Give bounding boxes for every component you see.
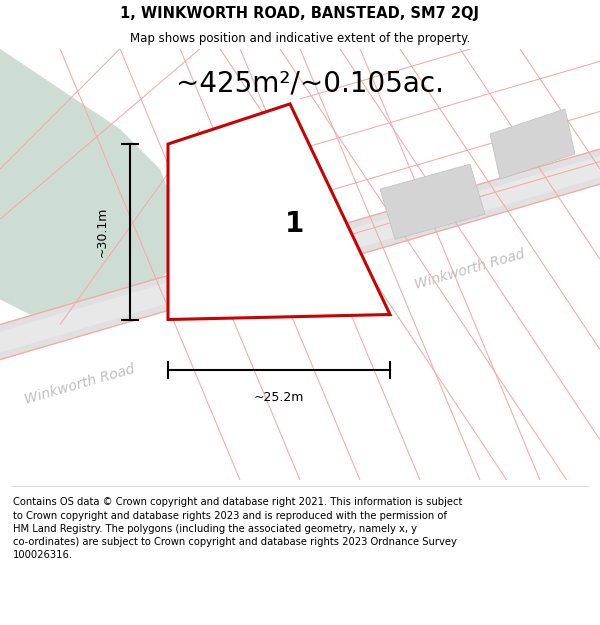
Polygon shape xyxy=(0,149,600,359)
Polygon shape xyxy=(168,104,390,319)
Text: Winkworth Road: Winkworth Road xyxy=(413,247,527,292)
Text: ~25.2m: ~25.2m xyxy=(254,391,304,404)
Polygon shape xyxy=(490,109,575,179)
Text: 1, WINKWORTH ROAD, BANSTEAD, SM7 2QJ: 1, WINKWORTH ROAD, BANSTEAD, SM7 2QJ xyxy=(121,6,479,21)
Text: Winkworth Road: Winkworth Road xyxy=(23,362,137,407)
Text: Map shows position and indicative extent of the property.: Map shows position and indicative extent… xyxy=(130,31,470,44)
Text: Contains OS data © Crown copyright and database right 2021. This information is : Contains OS data © Crown copyright and d… xyxy=(13,498,463,560)
Polygon shape xyxy=(0,156,600,352)
Polygon shape xyxy=(0,49,180,324)
Text: 1: 1 xyxy=(286,210,305,238)
Text: ~425m²/~0.105ac.: ~425m²/~0.105ac. xyxy=(176,70,444,98)
Polygon shape xyxy=(210,209,340,309)
Polygon shape xyxy=(380,164,485,239)
Text: ~30.1m: ~30.1m xyxy=(95,207,109,257)
